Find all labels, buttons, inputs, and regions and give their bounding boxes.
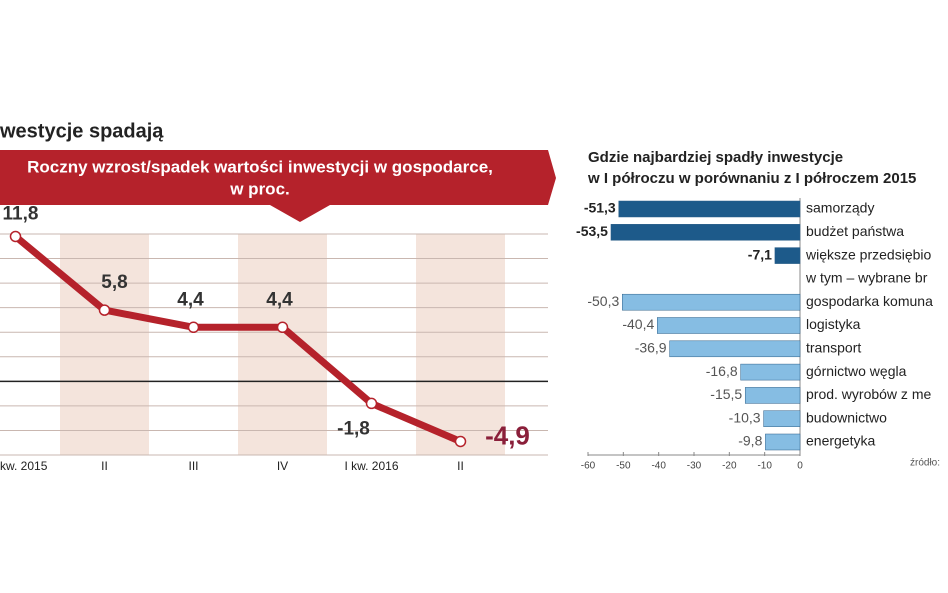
category-label: większe przedsiębio	[805, 246, 931, 262]
bar	[618, 200, 801, 218]
band-shade	[416, 234, 505, 455]
chart-subtitle: w proc.	[229, 179, 290, 198]
x-tick-label: II	[101, 459, 108, 473]
value-label: -50,3	[587, 293, 619, 309]
source: źródło:	[910, 458, 940, 469]
chart-title: westycje spadają	[0, 120, 164, 142]
bar	[765, 433, 801, 451]
band-shade	[60, 234, 149, 455]
category-label: w tym – wybrane br	[805, 270, 928, 286]
x-tick-label: II	[457, 459, 464, 473]
data-point	[276, 321, 289, 334]
category-label: górnictwo węgla	[806, 363, 907, 379]
x-tick-label: -10	[757, 461, 772, 472]
bar	[610, 224, 801, 241]
x-tick-label: -40	[651, 461, 666, 472]
value-label: -16,8	[706, 363, 738, 379]
x-tick-label: kw. 2015	[0, 459, 48, 473]
data-point	[9, 230, 22, 243]
chart-subtitle: w I półroczu w porównaniu z I półroczem …	[587, 170, 916, 187]
banner	[0, 150, 556, 222]
data-point	[187, 321, 200, 334]
value-label: -9,8	[738, 433, 762, 449]
category-label: energetyka	[806, 433, 875, 449]
category-label: samorządy	[806, 200, 874, 216]
bar	[669, 340, 801, 358]
value-label: 5,8	[101, 272, 127, 293]
data-point	[454, 435, 467, 448]
x-tick-label: 0	[797, 461, 803, 472]
value-label: -7,1	[748, 246, 772, 262]
category-label: logistyka	[806, 316, 861, 332]
value-label: 11,8	[3, 203, 39, 224]
x-tick-label: -60	[581, 461, 596, 472]
value-label: -53,5	[576, 223, 608, 239]
band-shade	[238, 234, 327, 455]
bar	[744, 387, 801, 404]
chart-subtitle: Roczny wzrost/spadek wartości inwestycji…	[27, 157, 493, 176]
bar	[657, 317, 801, 334]
data-point	[365, 397, 378, 410]
bar	[622, 293, 801, 311]
chart-title: Gdzie najbardziej spadły inwestycje	[588, 149, 843, 166]
category-label: transport	[806, 340, 861, 356]
category-label: budownictwo	[806, 409, 887, 425]
value-label: 4,4	[177, 289, 204, 310]
value-label: -1,8	[337, 418, 370, 439]
x-tick-label: I kw. 2016	[344, 459, 398, 473]
category-label: budżet państwa	[806, 223, 904, 239]
value-label: -36,9	[635, 340, 667, 356]
value-label: -40,4	[622, 316, 654, 332]
value-label: -4,9	[485, 420, 530, 450]
bar	[774, 247, 801, 264]
x-tick-label: III	[188, 459, 198, 473]
value-label: 4,4	[266, 289, 293, 310]
x-tick-label: -30	[687, 461, 702, 472]
x-tick-label: IV	[277, 459, 288, 473]
x-tick-label: -50	[616, 461, 631, 472]
value-label: -15,5	[710, 386, 742, 402]
value-label: -51,3	[584, 200, 616, 216]
data-point	[98, 304, 111, 316]
bar	[740, 363, 801, 381]
x-tick-label: -20	[722, 461, 737, 472]
value-label: -10,3	[729, 409, 761, 425]
category-label: gospodarka komuna	[806, 293, 933, 309]
bar	[763, 410, 801, 427]
data-line	[12, 232, 464, 445]
category-label: prod. wyrobów z me	[806, 386, 931, 402]
